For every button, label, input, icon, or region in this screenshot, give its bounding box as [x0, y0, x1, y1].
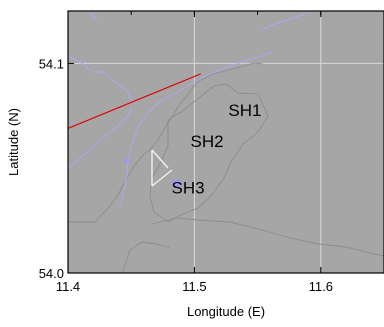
map-background: [68, 11, 384, 273]
x-ticks: 11.4 11.5 11.6: [56, 11, 333, 294]
coastline-contour: [68, 62, 264, 223]
channel-contour: [119, 51, 273, 207]
x-tick-label-1: 11.5: [182, 279, 206, 294]
x-axis-title: Longitude (E): [187, 304, 265, 319]
island-contour: [149, 83, 269, 223]
top-right-contour: [261, 10, 313, 31]
dam-structures: [151, 149, 173, 187]
lower-contour: [121, 241, 171, 274]
grey-contours: [68, 62, 384, 274]
y-tick-label-0: 54.0: [39, 266, 64, 281]
site-label-sh2: SH2: [191, 132, 224, 151]
site-label-sh1: SH1: [228, 101, 261, 120]
small-pond: [124, 158, 130, 164]
outer-coast-contour: [67, 107, 133, 169]
dam-upper: [151, 149, 169, 169]
plot-frame: [67, 10, 384, 274]
shoal-contour: [151, 217, 384, 257]
y-ticks: 54.0 54.1: [39, 56, 74, 281]
water-patches: [124, 158, 183, 186]
site-label-sh3: SH3: [172, 178, 205, 197]
grid-lines: [68, 11, 384, 273]
top-corner-contour: [87, 10, 98, 21]
transect-line: [67, 73, 201, 129]
y-tick-label-1: 54.1: [39, 56, 64, 71]
dam-lower: [151, 169, 173, 187]
sh3-pond: [171, 180, 183, 186]
x-tick-label-2: 11.6: [309, 279, 333, 294]
x-tick-label-0: 11.4: [56, 279, 80, 294]
y-axis-title: Latitude (N): [6, 108, 21, 176]
upper-left-contour: [67, 55, 136, 106]
blue-contours: [67, 10, 313, 207]
